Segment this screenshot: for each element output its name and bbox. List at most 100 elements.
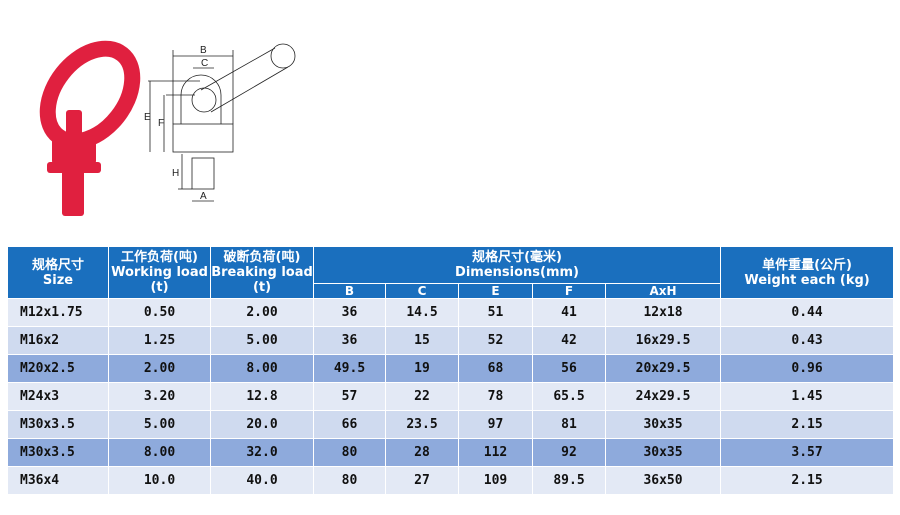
table-row: M24x3 3.20 12.8 57 22 78 65.5 24x29.5 1.45 <box>7 382 895 411</box>
cell-size: M36x4 <box>7 466 109 495</box>
header-b: B <box>313 283 386 299</box>
cell-c: 27 <box>385 466 459 495</box>
cell-axh: 12x18 <box>604 298 722 327</box>
header-working-en: Working load <box>111 265 208 280</box>
product-figure: B C E F H A <box>39 40 296 216</box>
header-size-en: Size <box>42 272 74 288</box>
table-row: M30x3.5 5.00 20.0 66 23.5 97 81 30x35 2.15 <box>7 410 895 439</box>
dim-label-c: C <box>201 58 208 69</box>
header-breaking-unit: (t) <box>252 280 272 295</box>
cell-working-load: 1.25 <box>108 326 211 355</box>
header-dims-en: Dimensions(mm) <box>455 265 579 280</box>
cell-breaking-load: 2.00 <box>210 298 314 327</box>
cell-size: M12x1.75 <box>7 298 109 327</box>
cell-e: 51 <box>458 298 533 327</box>
header-weight-cn: 单件重量(公斤) <box>762 257 852 273</box>
header-dims-cn: 规格尺寸(毫米) <box>472 250 562 265</box>
header-breaking-cn: 破断负荷(吨) <box>223 250 301 265</box>
cell-e: 52 <box>458 326 533 355</box>
cell-working-load: 3.20 <box>108 382 211 411</box>
cell-axh: 30x35 <box>604 410 722 439</box>
header-weight-en: Weight each (kg) <box>744 272 870 288</box>
header-working-cn: 工作负荷(吨) <box>121 250 198 265</box>
cell-weight: 1.45 <box>720 382 895 411</box>
table-row: M12x1.75 0.50 2.00 36 14.5 51 41 12x18 0.44 <box>7 298 895 327</box>
cell-b: 36 <box>313 326 386 355</box>
table-row: M20x2.5 2.00 8.00 49.5 19 68 56 20x29.5 0.96 <box>7 354 895 383</box>
cell-f: 92 <box>532 438 606 467</box>
dim-label-b: B <box>200 45 207 56</box>
cell-c: 15 <box>385 326 459 355</box>
cell-size: M24x3 <box>7 382 109 411</box>
header-size: 规格尺寸 Size <box>7 246 109 299</box>
dim-label-h: H <box>172 168 179 179</box>
cell-axh: 16x29.5 <box>604 326 722 355</box>
cell-b: 49.5 <box>313 354 386 383</box>
cell-weight: 3.57 <box>720 438 895 467</box>
cell-e: 109 <box>458 466 533 495</box>
header-breaking-en: Breaking load <box>211 265 313 280</box>
cell-f: 89.5 <box>532 466 606 495</box>
red-eye-bolt-image <box>39 40 141 216</box>
cell-breaking-load: 12.8 <box>210 382 314 411</box>
cell-c: 23.5 <box>385 410 459 439</box>
header-breaking-load: 破断负荷(吨) Breaking load (t) <box>210 246 314 299</box>
cell-breaking-load: 40.0 <box>210 466 314 495</box>
header-dimensions: 规格尺寸(毫米) Dimensions(mm) <box>312 246 722 284</box>
cell-working-load: 10.0 <box>108 466 211 495</box>
header-working-unit: (t) <box>150 280 169 295</box>
header-f: F <box>532 283 606 299</box>
cell-working-load: 5.00 <box>108 410 211 439</box>
dimension-drawing <box>148 43 296 202</box>
cell-e: 97 <box>458 410 533 439</box>
cell-axh: 20x29.5 <box>604 354 722 383</box>
cell-weight: 2.15 <box>720 410 895 439</box>
spec-table: 规格尺寸 Size 工作负荷(吨) Working load (t) 破断负荷(吨) B… <box>7 246 895 495</box>
cell-breaking-load: 20.0 <box>210 410 314 439</box>
table-row: M36x4 10.0 40.0 80 27 109 89.5 36x50 2.15 <box>7 466 895 495</box>
cell-working-load: 0.50 <box>108 298 211 327</box>
cell-size: M20x2.5 <box>7 354 109 383</box>
cell-working-load: 8.00 <box>108 438 211 467</box>
table-row: M30x3.5 8.00 32.0 80 28 112 92 30x35 3.57 <box>7 438 895 467</box>
cell-f: 81 <box>532 410 606 439</box>
cell-breaking-load: 8.00 <box>210 354 314 383</box>
cell-b: 80 <box>313 438 386 467</box>
cell-b: 57 <box>313 382 386 411</box>
cell-c: 22 <box>385 382 459 411</box>
cell-e: 112 <box>458 438 533 467</box>
cell-c: 19 <box>385 354 459 383</box>
table-row: M16x2 1.25 5.00 36 15 52 42 16x29.5 0.43 <box>7 326 895 355</box>
cell-f: 42 <box>532 326 606 355</box>
cell-weight: 0.96 <box>720 354 895 383</box>
cell-e: 78 <box>458 382 533 411</box>
header-c: C <box>385 283 459 299</box>
cell-weight: 0.44 <box>720 298 895 327</box>
header-working-load: 工作负荷(吨) Working load (t) <box>108 246 211 299</box>
cell-breaking-load: 5.00 <box>210 326 314 355</box>
cell-b: 80 <box>313 466 386 495</box>
dim-label-f: F <box>158 118 164 129</box>
cell-c: 14.5 <box>385 298 459 327</box>
cell-working-load: 2.00 <box>108 354 211 383</box>
header-e: E <box>458 283 533 299</box>
cell-f: 56 <box>532 354 606 383</box>
cell-axh: 24x29.5 <box>604 382 722 411</box>
cell-b: 66 <box>313 410 386 439</box>
cell-c: 28 <box>385 438 459 467</box>
dim-label-a: A <box>200 191 207 202</box>
cell-f: 65.5 <box>532 382 606 411</box>
cell-f: 41 <box>532 298 606 327</box>
cell-axh: 36x50 <box>604 466 722 495</box>
header-axh: AxH <box>604 283 722 299</box>
cell-axh: 30x35 <box>604 438 722 467</box>
dim-label-e: E <box>144 112 151 123</box>
header-weight: 单件重量(公斤) Weight each (kg) <box>720 246 895 299</box>
cell-weight: 0.43 <box>720 326 895 355</box>
header-size-cn: 规格尺寸 <box>31 257 84 273</box>
cell-size: M30x3.5 <box>7 438 109 467</box>
cell-size: M16x2 <box>7 326 109 355</box>
cell-b: 36 <box>313 298 386 327</box>
cell-breaking-load: 32.0 <box>210 438 314 467</box>
cell-weight: 2.15 <box>720 466 895 495</box>
